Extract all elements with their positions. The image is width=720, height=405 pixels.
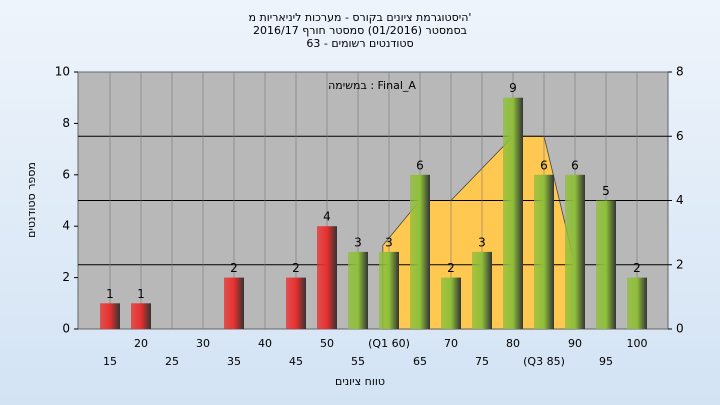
x-tick-label: 80	[506, 337, 520, 350]
bar	[317, 226, 337, 329]
y-axis-title: מספר סטודנטים	[25, 162, 38, 238]
x-tick-label: 70	[444, 337, 458, 350]
data-label: 6	[571, 158, 579, 172]
data-label: 9	[509, 81, 517, 95]
data-label: 2	[633, 261, 641, 275]
x-tick-label: 30	[196, 337, 210, 350]
bar	[472, 251, 492, 329]
x-tick-label: 25	[165, 355, 179, 368]
x-tick-label: 45	[289, 355, 303, 368]
y2-tick-label: 4	[676, 193, 684, 207]
data-label: 3	[354, 235, 362, 249]
y-tick-label: 4	[62, 219, 70, 233]
bar	[286, 277, 306, 329]
bar	[410, 174, 430, 329]
y-tick-label: 6	[62, 167, 70, 181]
bar	[100, 303, 120, 329]
chart-subtitle: סטודנטים רשומים - 63	[306, 37, 413, 50]
data-label: 3	[478, 235, 486, 249]
y2-tick-label: 2	[676, 257, 684, 271]
data-label: 2	[447, 261, 455, 275]
bar	[379, 251, 399, 329]
y2-tick-label: 0	[676, 322, 684, 336]
data-label: 1	[137, 287, 145, 301]
data-label: 2	[230, 261, 238, 275]
bar	[441, 277, 461, 329]
bar	[596, 200, 616, 329]
y-tick-label: 8	[62, 116, 70, 130]
bar	[534, 174, 554, 329]
x-tick-label: 40	[258, 337, 272, 350]
y-tick-label: 10	[55, 65, 70, 79]
y2-tick-label: 6	[676, 129, 684, 143]
bar	[348, 251, 368, 329]
bar	[627, 277, 647, 329]
bar	[131, 303, 151, 329]
x-tick-label: (Q1 60)	[368, 337, 410, 350]
x-tick-label: 100	[627, 337, 648, 350]
x-tick-label: 55	[351, 355, 365, 368]
x-tick-label: 20	[134, 337, 148, 350]
data-label: 6	[540, 158, 548, 172]
x-tick-label: 75	[475, 355, 489, 368]
bar	[503, 97, 523, 329]
x-tick-label: 95	[599, 355, 613, 368]
x-tick-label: 15	[103, 355, 117, 368]
x-tick-label: 35	[227, 355, 241, 368]
chart-title: היסטוגרמת ציונים בקורס - מערכות ליניאריו…	[249, 11, 472, 24]
annotation: במשימה : Final_A	[328, 79, 416, 92]
y-tick-label: 2	[62, 270, 70, 284]
data-label: 2	[292, 261, 300, 275]
y-tick-label: 0	[62, 322, 70, 336]
x-tick-label: (Q3 85)	[523, 355, 565, 368]
chart-subtitle: בסמסטר (01/2016) סמסטר חורף 2016/17	[253, 24, 467, 37]
x-tick-label: 90	[568, 337, 582, 350]
bar	[224, 277, 244, 329]
x-tick-label: 50	[320, 337, 334, 350]
bar	[565, 174, 585, 329]
x-tick-label: 65	[413, 355, 427, 368]
data-label: 6	[416, 158, 424, 172]
data-label: 5	[602, 184, 610, 198]
data-label: 4	[323, 210, 331, 224]
data-label: 1	[106, 287, 114, 301]
y2-tick-label: 8	[676, 65, 684, 79]
x-axis-title: טווח ציונים	[335, 375, 385, 388]
data-label: 3	[385, 235, 393, 249]
